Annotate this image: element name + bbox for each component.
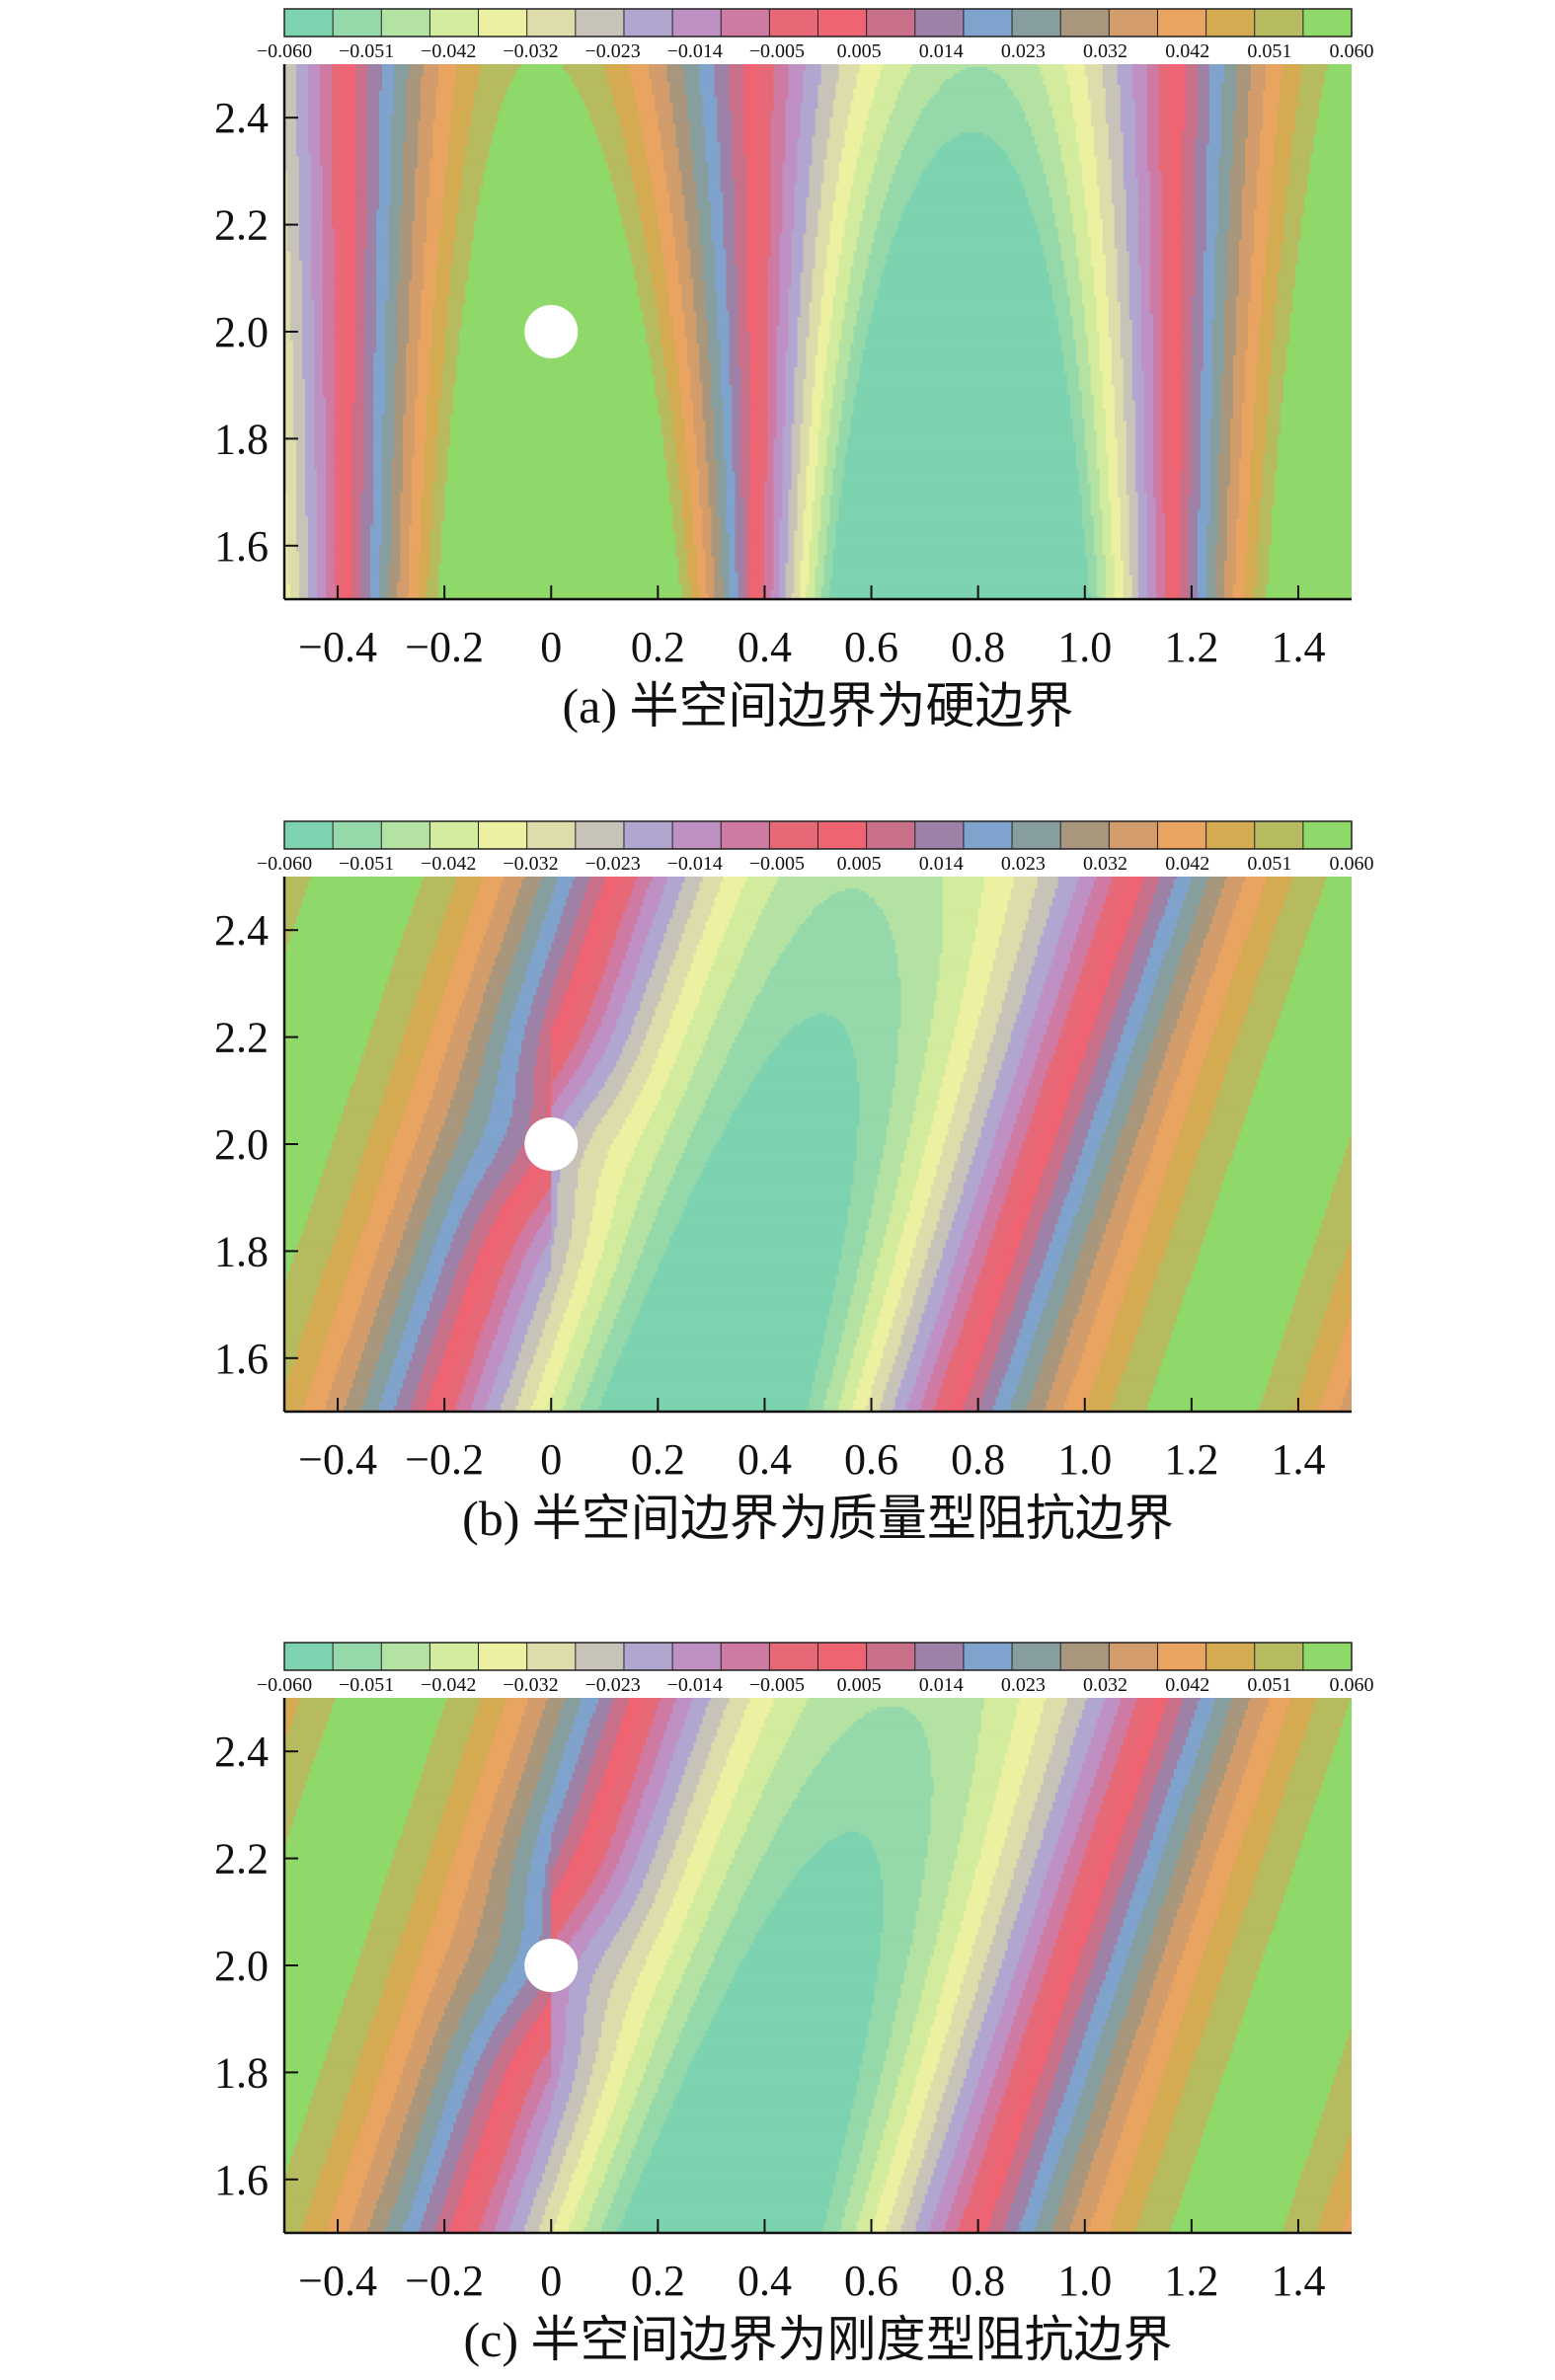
colorbar-tick-label: −0.051 (339, 40, 394, 62)
colorbar-swatch (672, 9, 722, 37)
colorbar-tick-label: 0.051 (1247, 40, 1291, 62)
colorbar-swatch (624, 9, 673, 37)
colorbar-swatch (333, 9, 382, 37)
colorbar-tick-label: 0.005 (837, 40, 882, 62)
colorbar-tick-label: 0.023 (1001, 40, 1046, 62)
colorbar-swatch (284, 9, 334, 37)
colorbar-swatch (1012, 9, 1061, 37)
colorbar-swatch (479, 9, 528, 37)
colorbar-swatch (1206, 9, 1256, 37)
colorbar-swatch (721, 9, 770, 37)
colorbar-tick-label: 0.014 (919, 40, 964, 62)
colorbar-swatch (1109, 9, 1158, 37)
colorbar-tick-label: −0.023 (584, 40, 640, 62)
colorbar-swatch (429, 9, 479, 37)
colorbar: −0.060 −0.051 −0.042 −0.032 −0.023 −0.014 −0.0… (257, 9, 1374, 62)
colorbar-swatch (818, 9, 868, 37)
colorbar-swatch (964, 9, 1013, 37)
colorbar-swatch (1060, 9, 1110, 37)
colorbar-swatch (527, 9, 577, 37)
colorbar-swatch (381, 9, 430, 37)
colorbar-swatch (769, 9, 818, 37)
colorbar-tick-label: 0.042 (1165, 40, 1209, 62)
colorbar-tick-label: −0.042 (421, 40, 476, 62)
colorbar-swatch (867, 9, 916, 37)
colorbar-tick-label: −0.032 (503, 40, 558, 62)
colorbar-tick-label: −0.005 (749, 40, 805, 62)
panel-a: −0.060 −0.051 −0.042 −0.032 −0.023 −0.014 −0.0… (214, 9, 1374, 733)
colorbar-tick-label: 0.032 (1083, 40, 1127, 62)
colorbar-swatch (1255, 9, 1304, 37)
colorbar-swatch (1157, 9, 1206, 37)
colorbar-swatch (576, 9, 625, 37)
colorbar-tick-label: −0.060 (257, 40, 312, 62)
colorbar-tick-label: −0.014 (667, 40, 723, 62)
colorbar-swatch (915, 9, 965, 37)
contour-field (284, 64, 1353, 600)
colorbar-swatch (1303, 9, 1353, 37)
colorbar-tick-label: 0.060 (1330, 40, 1374, 62)
